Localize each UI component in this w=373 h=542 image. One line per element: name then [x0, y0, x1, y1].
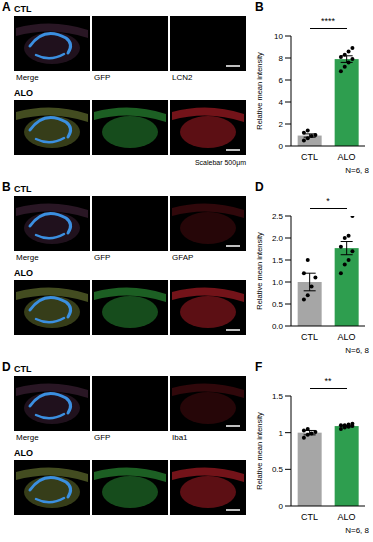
- html-text:Scalebar 500μm: Scalebar 500μm: [194, 159, 246, 166]
- html-text:GFP: GFP: [94, 253, 111, 262]
- svg-text:1.0: 1.0: [272, 278, 284, 287]
- html-text:B: B: [255, 0, 264, 14]
- svg-text:1.5: 1.5: [272, 392, 284, 401]
- html-text:N=6, 8: N=6, 8: [345, 166, 369, 175]
- html-text:ALO: ALO: [14, 88, 33, 98]
- html-text:A CTL: A CTL: [2, 0, 32, 14]
- html-text:LCN2: LCN2: [172, 73, 193, 82]
- svg-text:Relative mean intensity: Relative mean intensity: [255, 52, 264, 130]
- svg-text:8: 8: [279, 54, 284, 63]
- svg-text:ALO: ALO: [337, 512, 355, 522]
- html-text:GFP: GFP: [94, 73, 111, 82]
- html-text:ALO: ALO: [14, 268, 33, 278]
- svg-text:0.5: 0.5: [272, 300, 284, 309]
- svg-text:Relative mean intensity: Relative mean intensity: [255, 412, 264, 490]
- html-text:ALO: ALO: [14, 448, 33, 458]
- html-text:GFAP: GFAP: [172, 253, 194, 262]
- html-text:Merge: Merge: [16, 253, 39, 262]
- html-text:D: D: [255, 180, 264, 194]
- html-text:N=6, 8: N=6, 8: [345, 526, 369, 535]
- html-text:D CTL: D CTL: [2, 360, 32, 374]
- svg-text:10: 10: [274, 32, 283, 41]
- svg-text:0: 0: [279, 502, 284, 511]
- html-text:Merge: Merge: [16, 433, 39, 442]
- svg-text:CTL: CTL: [301, 152, 318, 162]
- svg-text:1: 1: [279, 429, 284, 438]
- html-text:Merge: Merge: [16, 73, 39, 82]
- svg-text:1.5: 1.5: [272, 256, 284, 265]
- svg-text:0: 0: [279, 142, 284, 151]
- html-text:N=6, 8: N=6, 8: [345, 346, 369, 355]
- svg-text:2: 2: [279, 120, 284, 129]
- html-text:GFP: GFP: [94, 433, 111, 442]
- svg-text:CTL: CTL: [301, 332, 318, 342]
- svg-text:CTL: CTL: [301, 512, 318, 522]
- svg-text:0.0: 0.0: [272, 322, 284, 331]
- svg-text:2.5: 2.5: [272, 212, 284, 221]
- svg-text:0.5: 0.5: [272, 465, 284, 474]
- svg-text:ALO: ALO: [337, 332, 355, 342]
- html-text:B CTL: B CTL: [2, 180, 32, 194]
- svg-text:2.0: 2.0: [272, 234, 284, 243]
- svg-text:Relative mean intensity: Relative mean intensity: [255, 232, 264, 310]
- html-text:Iba1: Iba1: [172, 433, 188, 442]
- svg-text:ALO: ALO: [337, 152, 355, 162]
- svg-text:4: 4: [279, 98, 284, 107]
- html-text:F: F: [255, 360, 263, 374]
- svg-text:6: 6: [279, 76, 284, 85]
